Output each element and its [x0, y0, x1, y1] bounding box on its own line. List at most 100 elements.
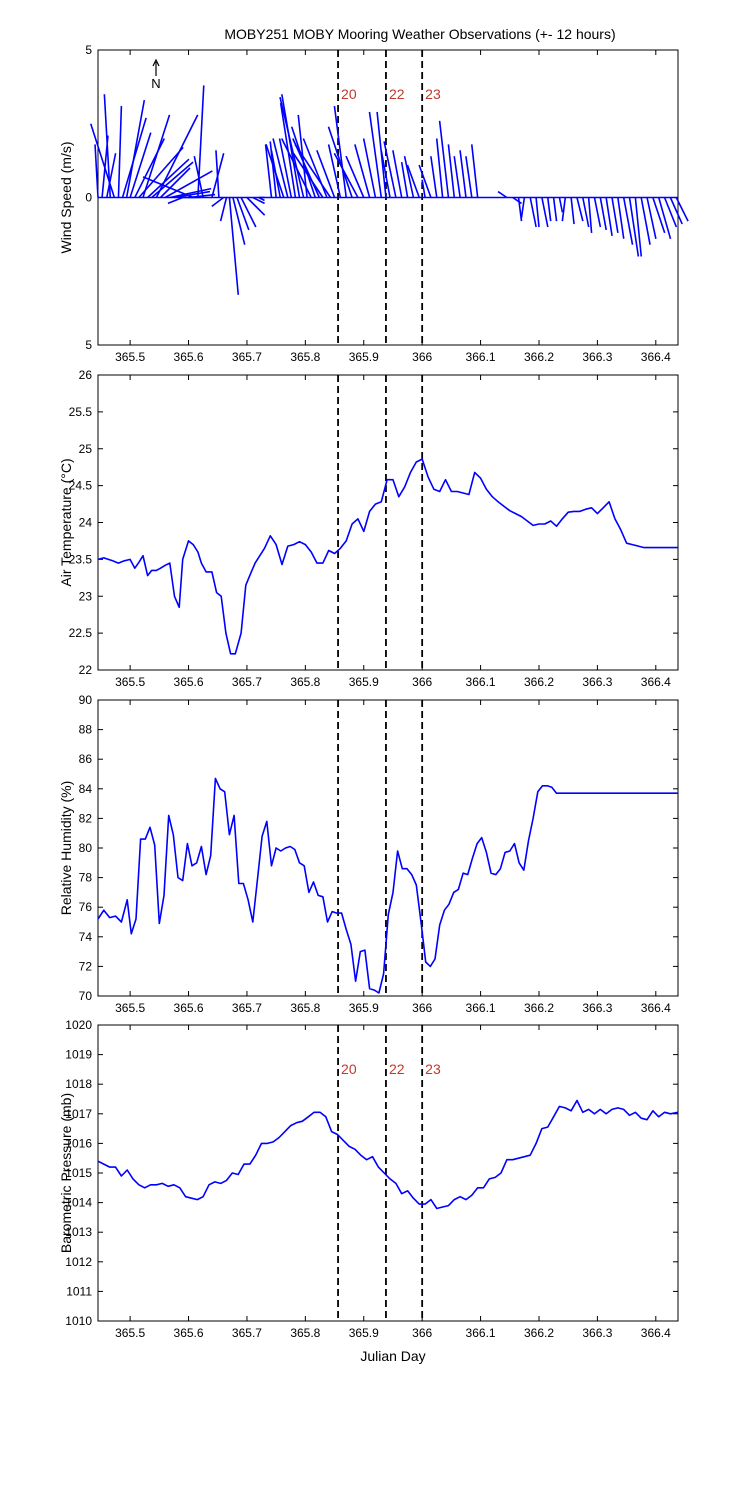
wind-vector	[117, 106, 123, 198]
wind-vector	[252, 196, 265, 205]
y-tick-label: 25	[79, 442, 93, 456]
wind-vector	[354, 144, 371, 198]
x-tick-label: 365.8	[290, 1326, 320, 1340]
event-label: 23	[425, 1061, 441, 1077]
x-tick-label: 366	[412, 1001, 432, 1015]
wind-vector	[593, 197, 602, 228]
wind-vector	[94, 144, 99, 198]
wind-vector	[333, 152, 359, 198]
x-tick-label: 366.4	[641, 350, 671, 364]
wind-vector	[552, 197, 558, 222]
wind-vector	[453, 156, 461, 198]
wind-vector	[279, 97, 305, 198]
wind-vector	[167, 196, 183, 205]
x-tick-label: 365.9	[349, 675, 379, 689]
x-tick-label: 366.3	[582, 1326, 612, 1340]
x-tick-label: 365.5	[115, 1326, 145, 1340]
wind-vector	[561, 197, 567, 222]
y-tick-label: 26	[79, 368, 93, 382]
wind-vector	[392, 150, 403, 198]
wind-vector	[541, 197, 549, 228]
x-tick-label: 366.4	[641, 1326, 671, 1340]
wind-vector	[497, 190, 508, 199]
wind-vector	[529, 197, 537, 228]
wind-vector	[125, 100, 146, 198]
x-tick-label: 366.1	[466, 675, 496, 689]
y-tick-label: 25.5	[69, 405, 93, 419]
y-tick-label: 1015	[65, 1166, 92, 1180]
x-tick-label: 366.3	[582, 350, 612, 364]
wind-vector	[570, 197, 575, 225]
x-tick-label: 365.7	[232, 1326, 262, 1340]
wind-vector	[215, 150, 220, 198]
wind-vector	[265, 144, 285, 198]
y-axis-label: Air Temperature (°C)	[58, 458, 74, 586]
wind-vector	[362, 138, 377, 198]
wind-vector	[576, 197, 584, 222]
panel-bp: 1010 1011 1012 1013 1014 1015 1016 1017 1018 1019…	[58, 1018, 679, 1340]
wind-vector	[246, 196, 266, 216]
event-label: 22	[389, 1061, 405, 1077]
wind-vector	[675, 197, 689, 222]
panels: 5 0 5 365.5 365.6 365.7 365.8 365.9 366 366.1 366.…	[58, 43, 689, 1340]
wind-vector	[512, 196, 522, 205]
wind-vector	[380, 150, 391, 198]
x-tick-label: 365.7	[232, 675, 262, 689]
y-tick-label: 1019	[65, 1048, 92, 1062]
y-tick-label: 0	[85, 191, 92, 205]
x-tick-label: 365.8	[290, 1001, 320, 1015]
x-tick-label: 365.8	[290, 675, 320, 689]
y-tick-label: 1020	[65, 1018, 92, 1032]
y-tick-label: 86	[79, 752, 93, 766]
wind-vector	[400, 161, 409, 198]
y-tick-label: 5	[85, 338, 92, 352]
y-tick-label: 90	[79, 693, 93, 707]
wind-vector	[327, 126, 353, 198]
y-tick-label: 1017	[65, 1107, 92, 1121]
wind-vector	[459, 150, 467, 198]
y-tick-label: 1013	[65, 1225, 92, 1239]
event-label: 23	[425, 86, 441, 102]
wind-vector	[640, 197, 651, 245]
wind-vector	[164, 170, 213, 199]
panel-wind: 5 0 5 365.5 365.6 365.7 365.8 365.9 366 366.1 366.…	[58, 43, 689, 364]
wind-vector	[558, 197, 564, 213]
y-tick-label: 78	[79, 871, 93, 885]
wind-vector	[634, 197, 643, 257]
wind-vector	[129, 132, 152, 198]
wind-vector	[587, 197, 593, 233]
wind-vector	[546, 197, 552, 222]
x-tick-label: 366.4	[641, 675, 671, 689]
y-tick-label: 72	[79, 959, 93, 973]
y-tick-label: 22.5	[69, 626, 93, 640]
wind-vector	[438, 120, 450, 198]
wind-vector	[669, 197, 683, 225]
wind-vector	[383, 141, 397, 198]
wind-vector	[430, 156, 438, 198]
panel-air: 22 22.5 23 23.5 24 24.5 25 25.5 26 365.5 365.6 365.…	[58, 368, 679, 689]
y-axis-label: Relative Humidity (%)	[58, 781, 74, 916]
x-tick-label: 365.9	[349, 350, 379, 364]
x-axis-label: Julian Day	[360, 1348, 425, 1364]
y-tick-label: 70	[79, 989, 93, 1003]
x-tick-label: 365.6	[174, 1326, 204, 1340]
series-line-bp	[97, 1099, 679, 1210]
x-tick-label: 366	[412, 675, 432, 689]
wind-vector	[406, 164, 421, 198]
wind-vector	[169, 187, 212, 199]
x-tick-label: 366.2	[524, 1326, 554, 1340]
x-tick-label: 366.2	[524, 675, 554, 689]
wind-vector	[657, 197, 672, 240]
y-tick-label: 74	[79, 930, 93, 944]
x-tick-label: 366	[412, 350, 432, 364]
x-tick-label: 366.1	[466, 1001, 496, 1015]
y-tick-label: 22	[79, 663, 93, 677]
plot-frame	[97, 374, 679, 671]
y-tick-label: 24.5	[69, 479, 93, 493]
wind-vector	[211, 196, 225, 207]
wind-vector	[155, 114, 199, 198]
wind-vector	[89, 123, 116, 198]
x-tick-label: 365.6	[174, 1001, 204, 1015]
x-tick-label: 365.6	[174, 675, 204, 689]
x-tick-label: 365.8	[290, 350, 320, 364]
